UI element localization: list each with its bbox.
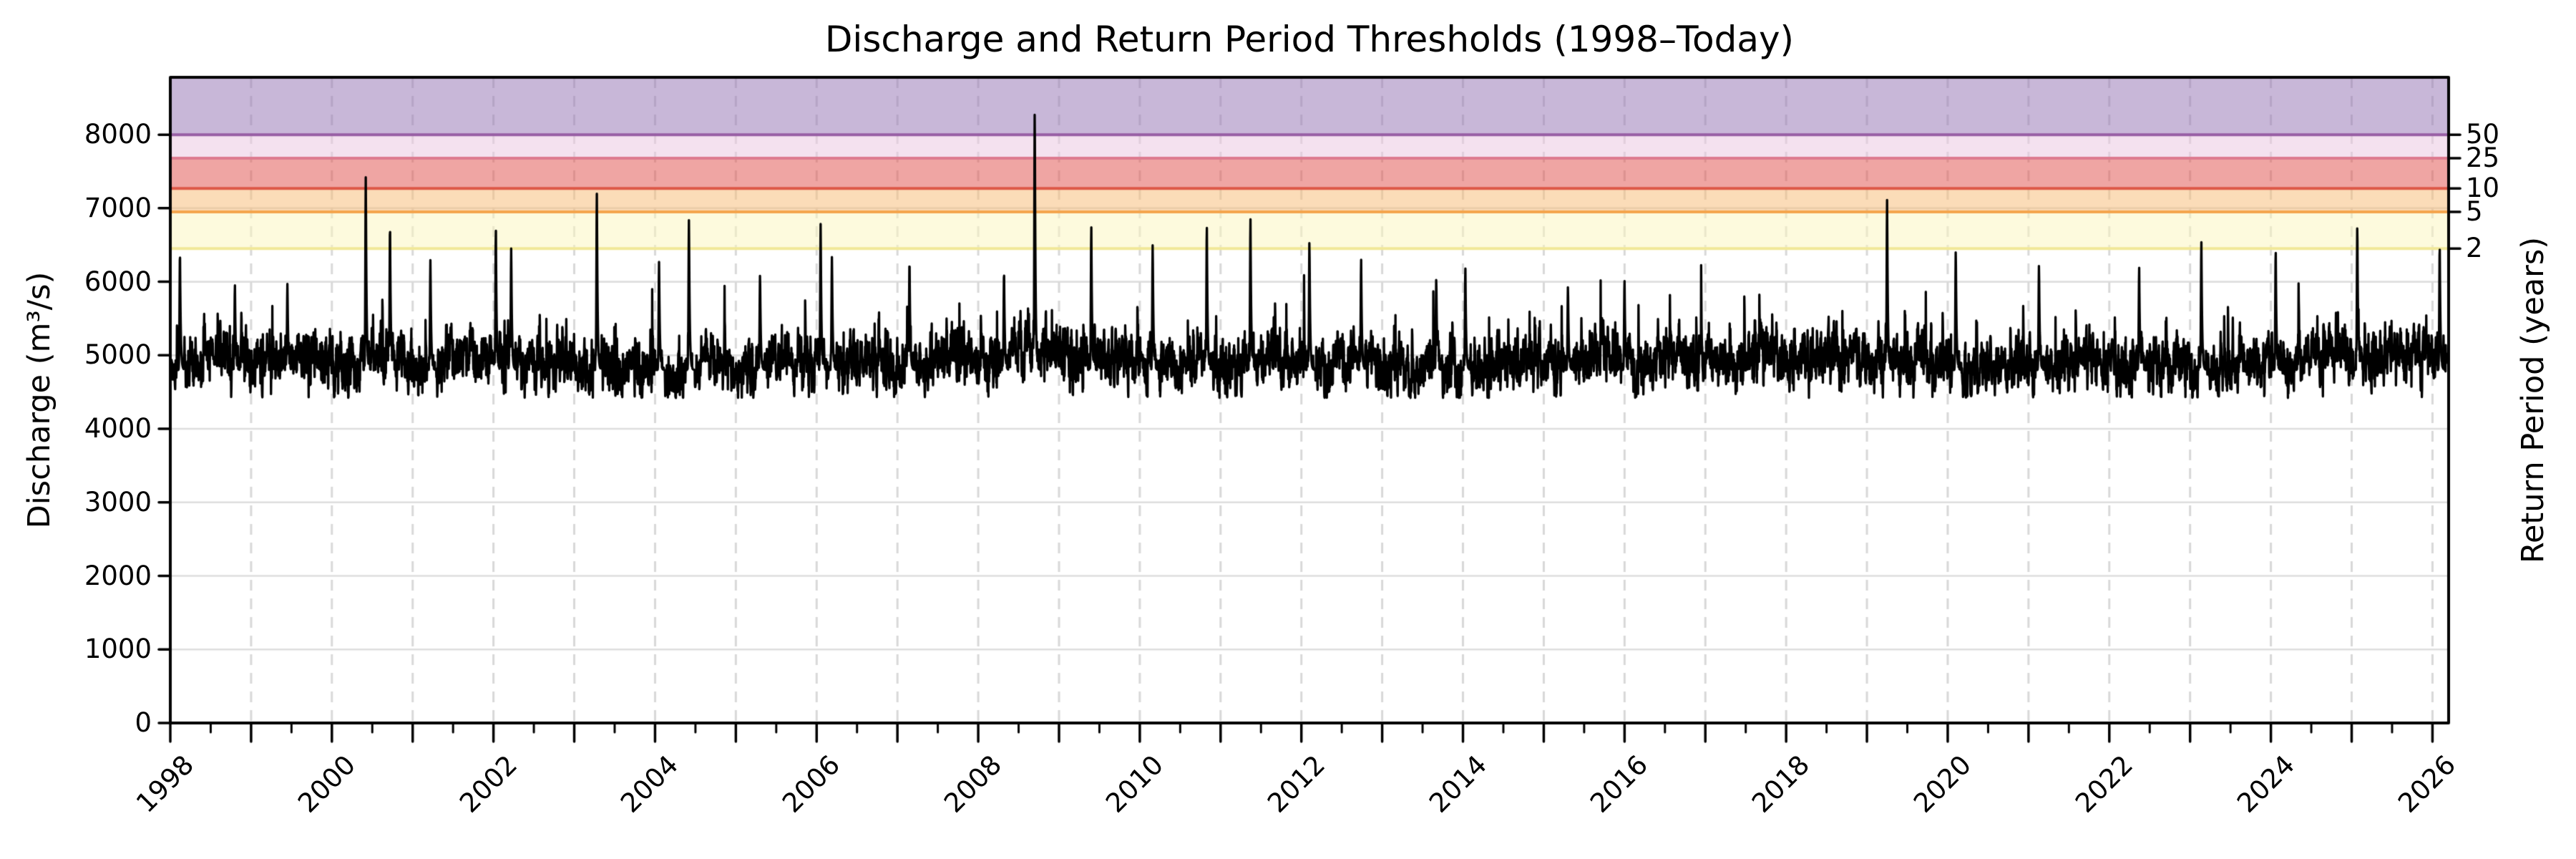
y-tick-label-8000: 8000 (84, 119, 152, 150)
y-tick-label-3000: 3000 (84, 486, 152, 518)
return-period-tick-label-5: 5 (2466, 196, 2483, 227)
chart-title: Discharge and Return Period Thresholds (… (824, 19, 1795, 60)
return-period-tick-label-25: 25 (2466, 142, 2500, 173)
y-tick-label-7000: 7000 (84, 192, 152, 223)
return-period-tick-label-50: 50 (2466, 119, 2500, 150)
y-tick-label-4000: 4000 (84, 413, 152, 445)
return-period-tick-label-2: 2 (2466, 233, 2483, 264)
return-period-tick-label-10: 10 (2466, 173, 2500, 204)
y-tick-label-2000: 2000 (84, 560, 152, 591)
y-tick-label-1000: 1000 (84, 634, 152, 665)
y-axis-label-right: Return Period (years) (2515, 237, 2551, 563)
y-tick-label-0: 0 (135, 707, 152, 738)
y-tick-label-6000: 6000 (84, 266, 152, 297)
y-tick-label-5000: 5000 (84, 339, 152, 371)
